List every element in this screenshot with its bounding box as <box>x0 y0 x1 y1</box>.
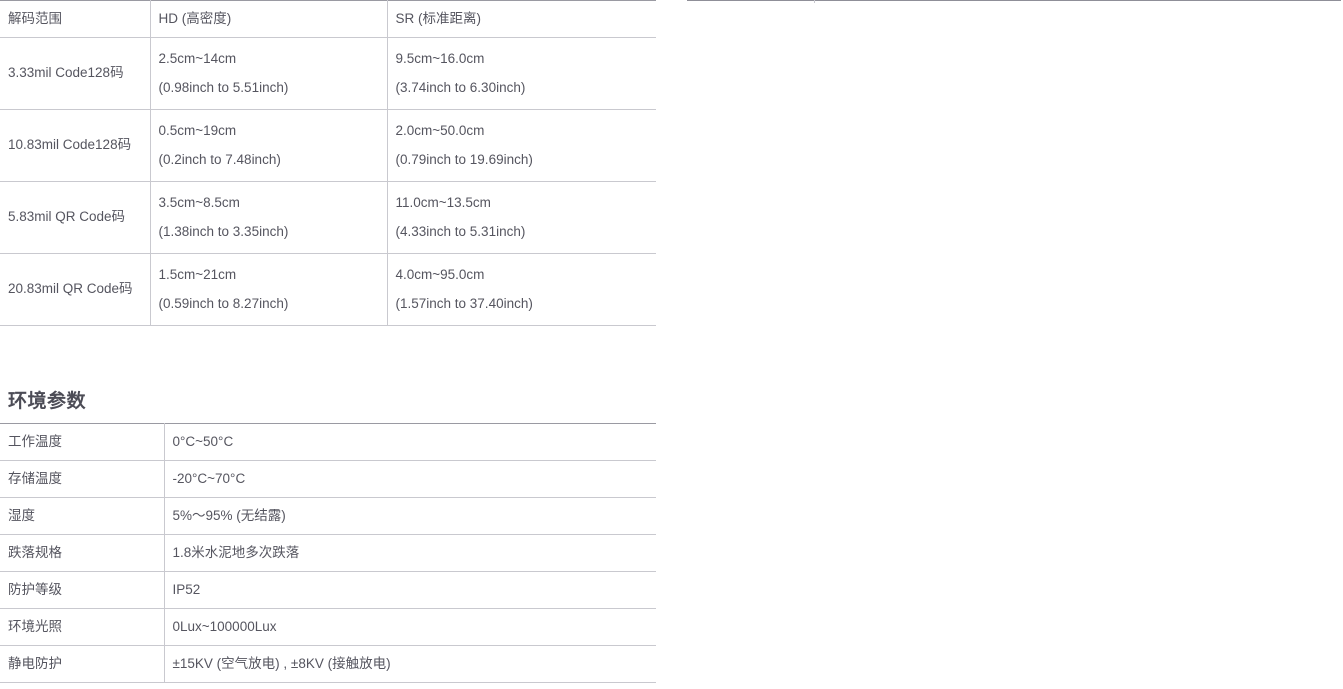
decode-header-sr: SR (标准距离) <box>395 10 482 26</box>
decode-hd-cm: 0.5cm~19cm <box>158 122 237 138</box>
decode-hd-inch: (1.38inch to 3.35inch) <box>158 224 289 239</box>
decode-sr-cm: 2.0cm~50.0cm <box>395 122 485 138</box>
decode-row-label: 10.83mil Code128码 <box>0 109 151 182</box>
environment-row-value: 5%～95% (无结露) <box>172 507 286 523</box>
table-row: 静电防护 ±15KV (空气放电) , ±8KV (接触放电) <box>0 645 656 683</box>
decode-sr-cm: 11.0cm~13.5cm <box>395 194 491 210</box>
decode-row-sr: 2.0cm~50.0cm (0.79inch to 19.69inch) <box>387 110 656 182</box>
decode-hd-inch: (0.59inch to 8.27inch) <box>158 296 289 311</box>
truncated-table-column-divider <box>814 0 815 3</box>
environment-row-label: 防护等级 <box>0 571 165 609</box>
decode-row-label: 5.83mil QR Code码 <box>0 181 151 254</box>
decode-sr-inch: (1.57inch to 37.40inch) <box>395 296 533 311</box>
environment-section-title: 环境参数 <box>8 391 87 412</box>
environment-row-value: IP52 <box>172 581 201 597</box>
decode-hd-inch: (0.2inch to 7.48inch) <box>158 152 281 167</box>
decode-sr-cm: 9.5cm~16.0cm <box>395 50 485 66</box>
table-header-row: 解码范围 HD (高密度) SR (标准距离) <box>0 0 656 38</box>
environment-row-label: 湿度 <box>0 497 165 535</box>
table-row: 防护等级 IP52 <box>0 571 656 609</box>
environment-row-label: 工作温度 <box>0 423 165 461</box>
table-row: 3.33mil Code128码 2.5cm~14cm (0.98inch to… <box>0 37 656 110</box>
decode-sr-cm: 4.0cm~95.0cm <box>395 266 485 282</box>
environment-row-label: 存储温度 <box>0 460 165 498</box>
decode-sr-inch: (0.79inch to 19.69inch) <box>395 152 533 167</box>
decode-row-label: 20.83mil QR Code码 <box>0 253 151 326</box>
decode-row-hd: 3.5cm~8.5cm (1.38inch to 3.35inch) <box>150 181 388 254</box>
environment-row-label: 跌落规格 <box>0 534 165 572</box>
decode-range-table: 解码范围 HD (高密度) SR (标准距离) 3.33mil Code128码… <box>0 0 656 326</box>
environment-row-value: 1.8米水泥地多次跌落 <box>172 544 300 560</box>
decode-hd-cm: 2.5cm~14cm <box>158 50 237 66</box>
table-row: 跌落规格 1.8米水泥地多次跌落 <box>0 534 656 572</box>
environment-row-value: ±15KV (空气放电) , ±8KV (接触放电) <box>172 655 391 671</box>
decode-range-block: 解码范围 HD (高密度) SR (标准距离) 3.33mil Code128码… <box>0 0 656 326</box>
decode-row-sr: 9.5cm~16.0cm (3.74inch to 6.30inch) <box>387 38 656 110</box>
table-row: 5.83mil QR Code码 3.5cm~8.5cm (1.38inch t… <box>0 181 656 254</box>
decode-sr-inch: (3.74inch to 6.30inch) <box>395 80 526 95</box>
decode-hd-cm: 1.5cm~21cm <box>158 266 237 282</box>
decode-hd-inch: (0.98inch to 5.51inch) <box>158 80 289 95</box>
environment-row-label: 环境光照 <box>0 608 165 646</box>
decode-sr-inch: (4.33inch to 5.31inch) <box>395 224 526 239</box>
decode-header-hd: HD (高密度) <box>150 0 388 38</box>
decode-row-label: 3.33mil Code128码 <box>0 37 151 110</box>
environment-row-value: 0Lux~100000Lux <box>172 618 277 634</box>
decode-row-sr: 11.0cm~13.5cm (4.33inch to 5.31inch) <box>387 182 656 254</box>
table-row: 湿度 5%～95% (无结露) <box>0 497 656 535</box>
table-row: 10.83mil Code128码 0.5cm~19cm (0.2inch to… <box>0 109 656 182</box>
table-row: 存储温度 -20°C~70°C <box>0 460 656 498</box>
environment-table: 工作温度 0°C~50°C 存储温度 -20°C~70°C 湿度 5%～95% … <box>0 423 656 683</box>
environment-row-value: -20°C~70°C <box>172 470 246 486</box>
table-row: 环境光照 0Lux~100000Lux <box>0 608 656 646</box>
decode-row-hd: 2.5cm~14cm (0.98inch to 5.51inch) <box>150 37 388 110</box>
decode-row-hd: 1.5cm~21cm (0.59inch to 8.27inch) <box>150 253 388 326</box>
table-row: 20.83mil QR Code码 1.5cm~21cm (0.59inch t… <box>0 253 656 326</box>
decode-header-range: 解码范围 <box>0 0 151 38</box>
decode-row-hd: 0.5cm~19cm (0.2inch to 7.48inch) <box>150 109 388 182</box>
environment-row-label: 静电防护 <box>0 645 165 683</box>
environment-row-value: 0°C~50°C <box>172 433 234 449</box>
table-row: 工作温度 0°C~50°C <box>0 423 656 461</box>
decode-row-sr: 4.0cm~95.0cm (1.57inch to 37.40inch) <box>387 254 656 326</box>
truncated-table-bottom-rule <box>687 0 1341 1</box>
environment-block: 环境参数 工作温度 0°C~50°C 存储温度 -20°C~70°C 湿度 5%… <box>0 386 656 683</box>
decode-hd-cm: 3.5cm~8.5cm <box>158 194 240 210</box>
